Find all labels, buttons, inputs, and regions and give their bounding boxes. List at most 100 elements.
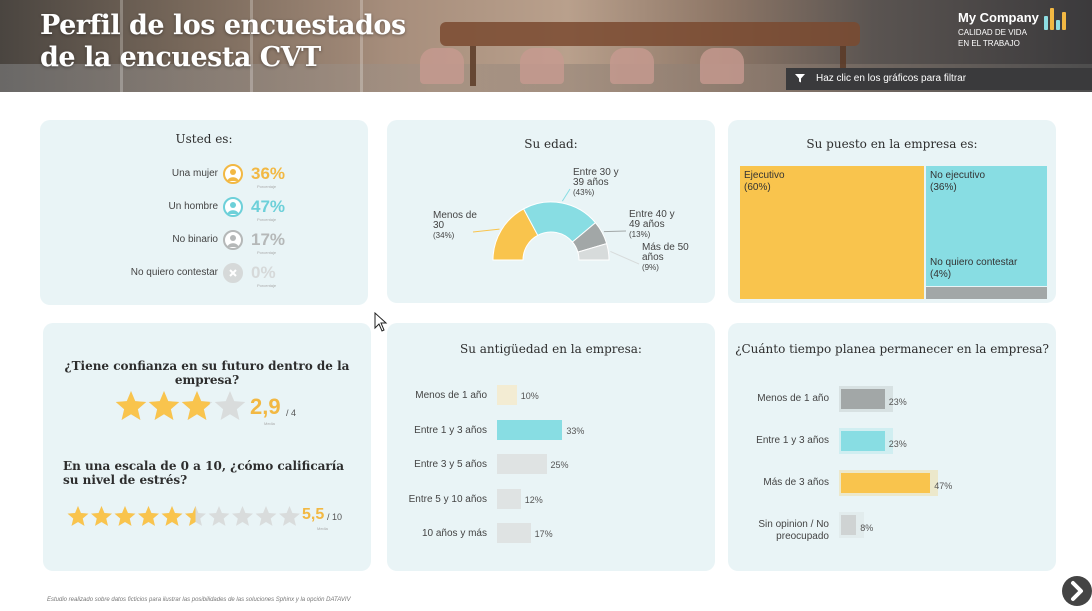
bar[interactable]: [841, 473, 931, 493]
bar-category-label: Entre 3 y 5 años: [414, 459, 487, 470]
bar[interactable]: [841, 389, 885, 409]
seniority-title: Su antigüedad en la empresa:: [460, 342, 642, 356]
header-photo-window: [250, 0, 253, 92]
filter-hint-text: Haz clic en los gráficos para filtrar: [816, 73, 967, 84]
header-photo-chair: [420, 48, 464, 84]
bar-category-label: 10 años y más: [421, 528, 487, 539]
star-icon: [208, 506, 230, 526]
brand-logo-bar: [1062, 12, 1066, 30]
header-photo-chair: [700, 48, 744, 84]
bar-category-label: Más de 3 años: [763, 477, 829, 488]
bar-category-label: Entre 1 y 3 años: [414, 424, 487, 436]
bar-category-label: Entre 1 y 3 años: [756, 435, 829, 446]
bar-category-label: Sin opinion / No preocupado: [758, 519, 829, 542]
star-icon: [232, 506, 253, 526]
header-photo-chair: [610, 48, 654, 84]
gender-person-icon[interactable]: [223, 263, 243, 283]
brand: My Company CALIDAD DE VIDA EN EL TRABAJO: [958, 10, 1039, 49]
bar-category-label: Entre 5 y 10 años: [408, 493, 487, 505]
header-photo-table-leg: [840, 46, 846, 86]
age-segment-leader-line: [561, 188, 571, 202]
treemap-cell-pct: (36%): [930, 182, 957, 193]
treemap-cell-name: No quiero contestar: [930, 257, 1018, 268]
gender-percentage-caption: Porcentaje: [257, 250, 277, 255]
age-segment-leader-line: [603, 230, 627, 233]
stay-panel[interactable]: ¿Cuánto tiempo planea permanecer en la e…: [728, 323, 1056, 571]
chevron-right-icon: [1071, 581, 1083, 601]
bar-value-label: 8%: [860, 523, 874, 533]
treemap-cell[interactable]: No quiero contestar (4%): [926, 257, 1047, 299]
footnote: Estudio realizado sobre datos ficticios …: [47, 597, 351, 603]
brand-logo-bar: [1044, 16, 1048, 30]
star-icon: [185, 506, 206, 526]
bar-value-label: 12%: [524, 494, 543, 505]
treemap-cell-label: No quiero contestar (4%): [930, 257, 1017, 281]
age-segment-leader-line: [472, 228, 500, 233]
confidence-panel[interactable]: ¿Tiene confianza en su futuro dentro de …: [43, 323, 371, 571]
treemap-cell-pct: (60%): [744, 182, 771, 193]
person-icon: [227, 235, 239, 247]
confidence-score-max: / 4: [286, 408, 297, 418]
bar-category-label: Menos de 1 año: [757, 393, 829, 404]
age-segment-label: Menos de 30 (34%): [433, 210, 477, 240]
position-treemap[interactable]: Ejecutivo (60%) No ejecutivo (36%) No quiero…: [740, 166, 1047, 299]
bar-value-label: 17%: [534, 529, 553, 539]
gender-percentage-caption: Porcentaje: [257, 184, 277, 189]
age-segment-leader-line: [610, 251, 640, 265]
confidence-star-rating: [115, 391, 246, 420]
star-icon: [138, 506, 159, 526]
treemap-cell[interactable]: Ejecutivo (60%): [740, 166, 924, 299]
header-photo-window: [120, 0, 123, 92]
star-icon: [148, 391, 180, 420]
star-icon: [91, 506, 112, 526]
stress-star-rating: [67, 506, 300, 526]
close-icon: [229, 269, 237, 277]
page-title-line1: Perfil de los encuestados: [40, 10, 406, 41]
mouse-cursor-icon: [374, 312, 388, 332]
bar-value-label: 10%: [520, 391, 539, 401]
position-title: Su puesto en la empresa es:: [806, 137, 978, 151]
stress-score: 5,5: [302, 506, 325, 523]
gender-person-icon[interactable]: [223, 164, 243, 184]
treemap-cell[interactable]: No ejecutivo (36%): [926, 166, 1047, 286]
star-icon: [181, 391, 213, 420]
brand-logo-icon: [1044, 8, 1068, 30]
bar-value-label: 25%: [550, 460, 569, 470]
bar[interactable]: [841, 515, 857, 535]
bar-value-label: 33%: [566, 425, 585, 436]
age-half-donut-chart[interactable]: Menos de 30 (34%) Entre 30 y 39 años (43%) Ent…: [387, 120, 715, 303]
gender-option-label: Una mujer: [171, 168, 218, 179]
star-icon: [255, 506, 277, 526]
gender-person-icon[interactable]: [223, 197, 243, 217]
bar[interactable]: [497, 454, 547, 474]
confidence-question: ¿Tiene confianza en su futuro dentro de …: [64, 359, 350, 387]
star-icon: [161, 506, 183, 526]
gender-person-icon[interactable]: [223, 230, 243, 250]
brand-sub2: EN EL TRABAJO: [958, 39, 1020, 48]
star-icon: [214, 391, 246, 420]
gender-title: Usted es:: [175, 132, 233, 146]
bar-value-label: 47%: [934, 481, 953, 491]
person-icon: [227, 169, 239, 181]
bar-value-label: 23%: [888, 439, 907, 449]
next-page-button[interactable]: [1062, 576, 1092, 606]
position-panel[interactable]: Su puesto en la empresa es: Ejecutivo (60…: [728, 120, 1056, 303]
gender-panel[interactable]: Usted es: Una mujer 36% Porcentaje Un hombr…: [40, 120, 368, 305]
bar[interactable]: [841, 431, 885, 451]
filter-hint-bar: Haz clic en los gráficos para filtrar: [786, 68, 1092, 90]
bar[interactable]: [497, 488, 521, 509]
treemap-cell-label: Ejecutivo (60%): [744, 170, 785, 194]
stress-score-caption: Media: [317, 526, 328, 531]
bar[interactable]: [497, 385, 517, 405]
brand-logo-bar: [1056, 20, 1060, 30]
bar-value-label: 23%: [888, 397, 907, 407]
confidence-score-caption: Media: [264, 421, 275, 426]
gender-percentage-caption: Porcentaje: [257, 217, 277, 222]
age-panel[interactable]: Su edad: Menos de 30 (34%) Entre 30 y 39 año…: [387, 120, 715, 303]
gender-percentage-caption: Porcentaje: [257, 283, 277, 288]
age-segment[interactable]: [577, 243, 610, 261]
seniority-panel[interactable]: Su antigüedad en la empresa: Menos de 1 …: [387, 323, 715, 571]
bar[interactable]: [497, 419, 563, 440]
bar[interactable]: [497, 523, 531, 543]
bar-category-label: Menos de 1 año: [415, 390, 487, 401]
